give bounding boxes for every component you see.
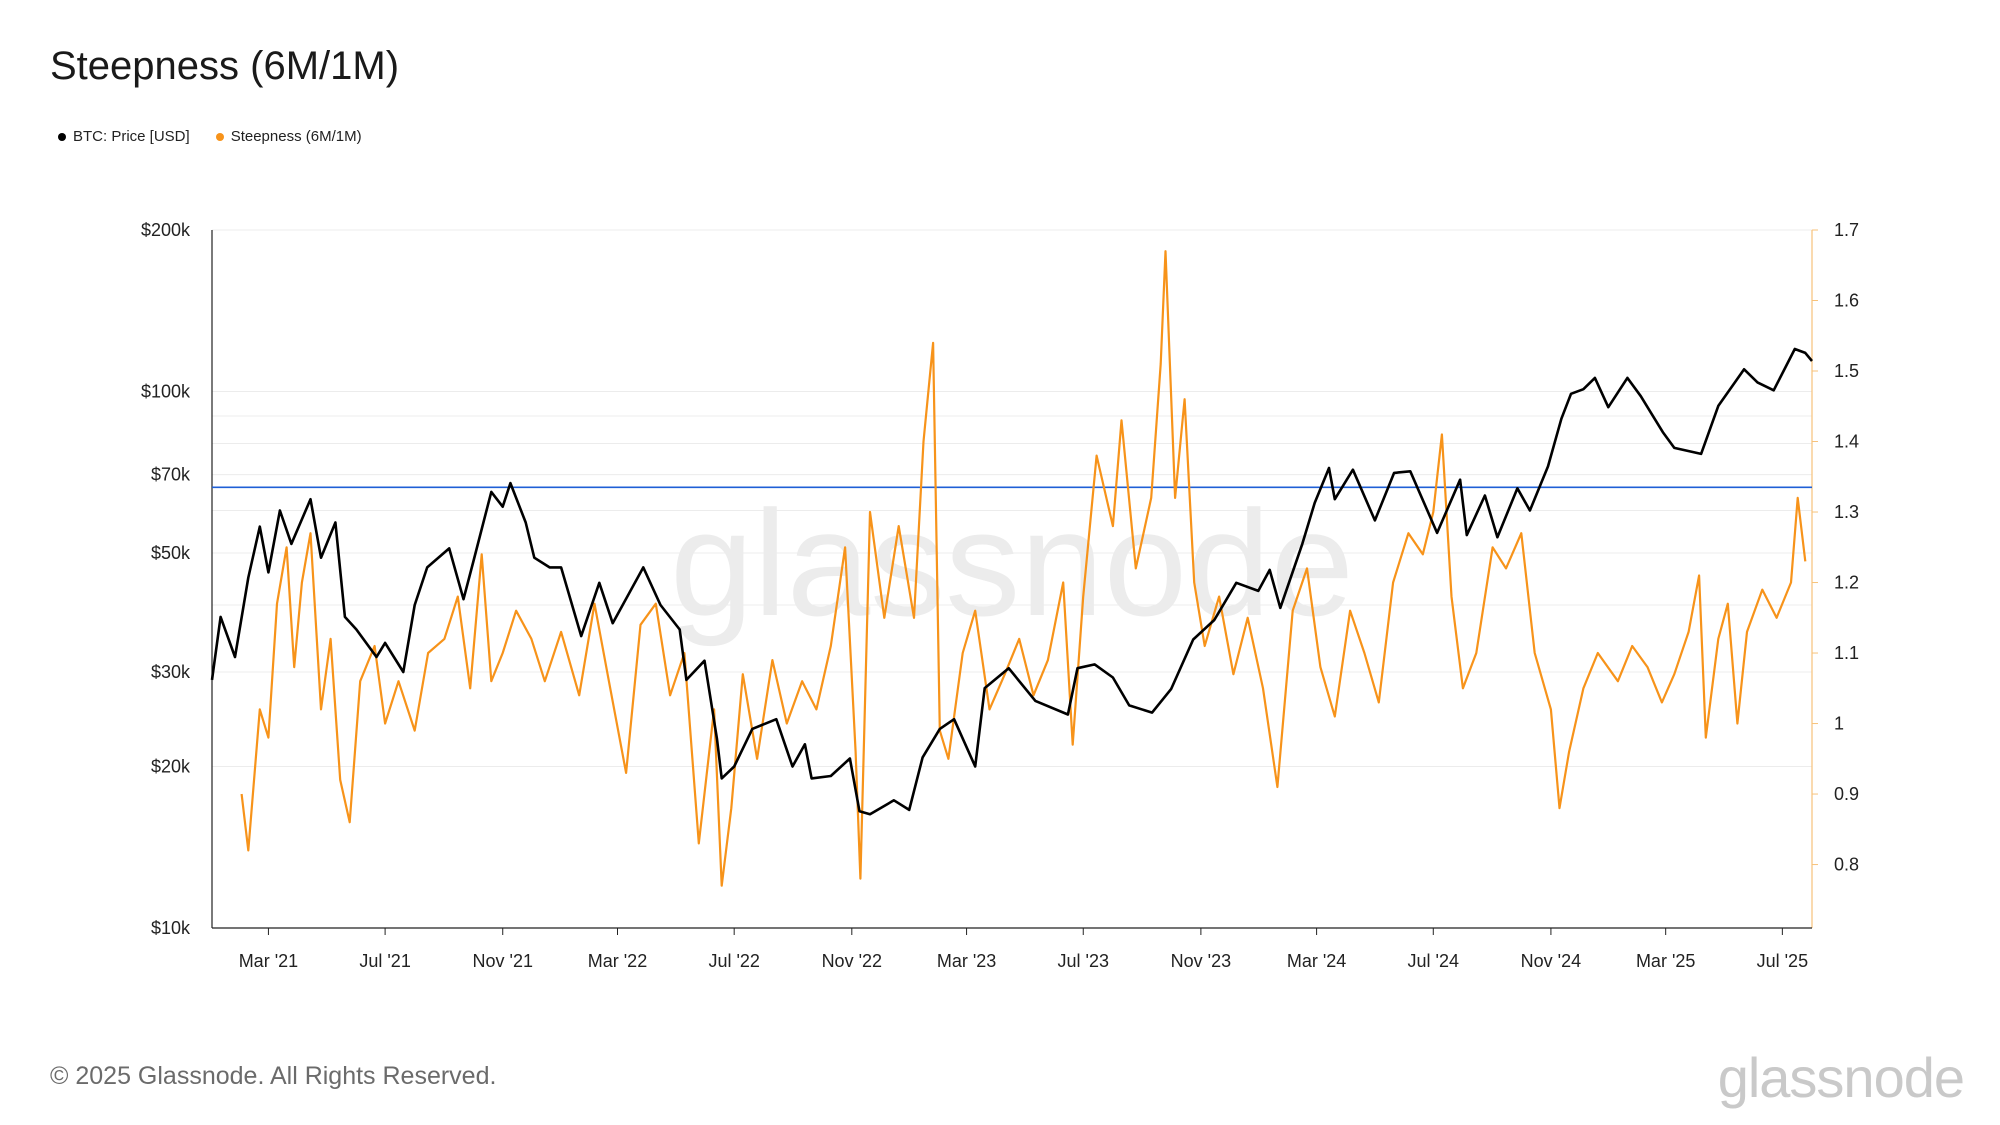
x-tick-label: Jul '22: [708, 951, 759, 971]
x-tick-label: Mar '25: [1636, 951, 1695, 971]
x-tick-label: Jul '24: [1408, 951, 1459, 971]
y-right-tick-label: 1: [1834, 714, 1844, 734]
y-left-tick-label: $10k: [151, 918, 191, 938]
y-right-tick-label: 0.9: [1834, 784, 1859, 804]
y-right-tick-label: 1.7: [1834, 220, 1859, 240]
x-tick-label: Mar '22: [588, 951, 647, 971]
steepness-line: [240, 250, 1807, 887]
y-left-tick-label: $30k: [151, 662, 191, 682]
chart-title: Steepness (6M/1M): [50, 44, 400, 88]
x-tick-label: Mar '23: [937, 951, 996, 971]
y-right-tick-label: 1.3: [1834, 502, 1859, 522]
x-tick-label: Nov '23: [1171, 951, 1231, 971]
copyright-footer: © 2025 Glassnode. All Rights Reserved.: [50, 1062, 497, 1090]
x-tick-label: Nov '21: [473, 951, 533, 971]
x-tick-label: Jul '23: [1058, 951, 1109, 971]
x-tick-label: Jul '25: [1757, 951, 1808, 971]
y-left-tick-label: $200k: [141, 220, 191, 240]
btc-price-line: [210, 347, 1814, 816]
watermark-text: glassnode: [670, 479, 1354, 647]
x-tick-label: Jul '21: [359, 951, 410, 971]
x-tick-label: Nov '22: [822, 951, 882, 971]
y-right-tick-label: 1.4: [1834, 432, 1859, 452]
y-right-tick-label: 1.1: [1834, 643, 1859, 663]
legend-dot-icon: [58, 132, 66, 141]
y-left-tick-label: $100k: [141, 382, 191, 402]
legend-dot-icon: [215, 132, 224, 141]
y-right-tick-label: 1.2: [1834, 573, 1859, 593]
glassnode-logo: glassnode: [1717, 1046, 1965, 1109]
y-left-tick-label: $50k: [151, 543, 191, 563]
x-tick-label: Nov '24: [1521, 951, 1581, 971]
x-tick-label: Mar '24: [1287, 951, 1346, 971]
y-right-tick-label: 0.8: [1834, 855, 1859, 875]
y-right-tick-label: 1.5: [1834, 361, 1859, 381]
y-left-tick-label: $70k: [151, 465, 191, 485]
legend: BTC: Price [USD] Steepness (6M/1M): [58, 128, 362, 145]
y-left-tick-label: $20k: [151, 756, 191, 776]
y-right-tick-label: 1.6: [1834, 291, 1859, 311]
legend-label-price: BTC: Price [USD]: [73, 128, 190, 145]
x-tick-label: Mar '21: [239, 951, 298, 971]
legend-label-steepness: Steepness (6M/1M): [230, 128, 362, 145]
legend-item-price[interactable]: BTC: Price [USD]: [58, 128, 190, 145]
legend-item-steepness[interactable]: Steepness (6M/1M): [215, 128, 362, 145]
